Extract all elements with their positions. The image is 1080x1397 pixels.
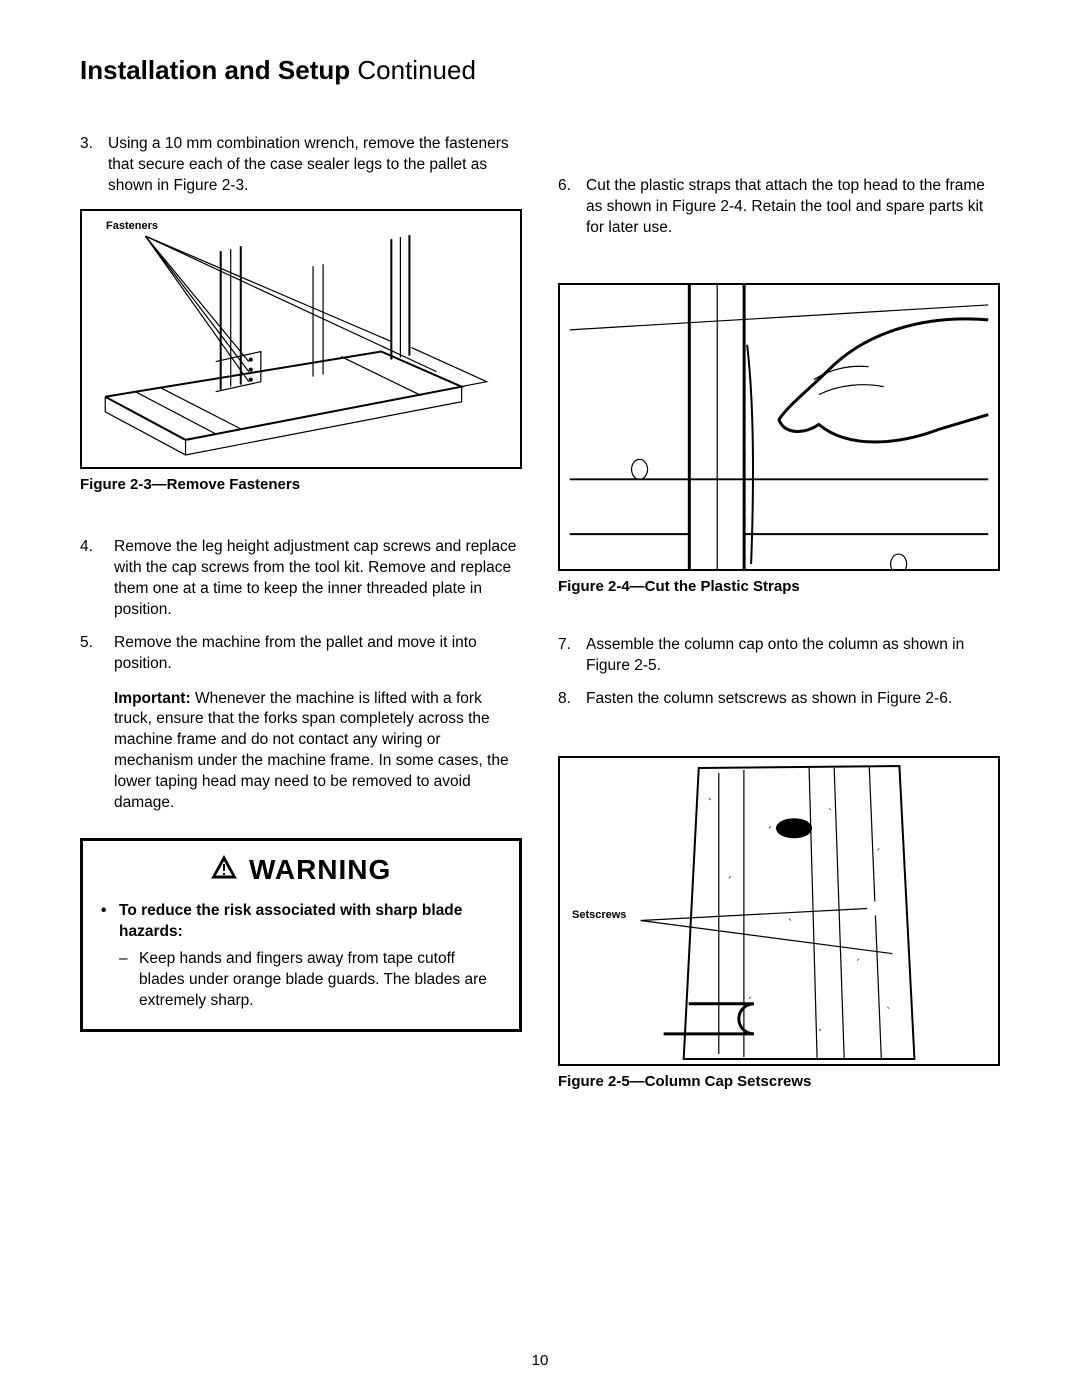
figure-2-5: Setscrews bbox=[558, 756, 1000, 1066]
warning-icon bbox=[211, 855, 237, 886]
figure-2-5-caption: Figure 2-5—Column Cap Setscrews bbox=[558, 1072, 1000, 1092]
page-heading: Installation and Setup Continued bbox=[80, 55, 1000, 86]
fig-2-4-svg bbox=[560, 285, 998, 569]
figure-2-3: Fasteners bbox=[80, 209, 522, 469]
step-text: Cut the plastic straps that attach the t… bbox=[586, 176, 1000, 239]
warning-body: • To reduce the risk associated with sha… bbox=[83, 897, 519, 1030]
important-note: Important: Whenever the machine is lifte… bbox=[114, 689, 522, 815]
page-number: 10 bbox=[0, 1352, 1080, 1369]
dash-icon: – bbox=[119, 949, 139, 1012]
two-column-layout: 3. Using a 10 mm combination wrench, rem… bbox=[80, 134, 1000, 1092]
step-num: 3. bbox=[80, 134, 108, 197]
figure-2-4-caption: Figure 2-4—Cut the Plastic Straps bbox=[558, 577, 1000, 597]
step-3: 3. Using a 10 mm combination wrench, rem… bbox=[80, 134, 522, 197]
bullet-icon: • bbox=[101, 901, 119, 943]
right-column: 6. Cut the plastic straps that attach th… bbox=[558, 134, 1000, 1092]
warning-dash-text: Keep hands and fingers away from tape cu… bbox=[139, 949, 501, 1012]
step-text: Assemble the column cap onto the column … bbox=[586, 635, 1000, 677]
figure-2-3-caption: Figure 2-3—Remove Fasteners bbox=[80, 475, 522, 495]
figure-label-setscrews: Setscrews bbox=[572, 908, 626, 923]
figure-label-fasteners: Fasteners bbox=[106, 219, 158, 234]
figure-2-4 bbox=[558, 283, 1000, 571]
step-5: 5. Remove the machine from the pallet an… bbox=[80, 633, 522, 814]
step-num: 6. bbox=[558, 176, 586, 239]
step-text: Remove the leg height adjustment cap scr… bbox=[114, 537, 522, 621]
left-column: 3. Using a 10 mm combination wrench, rem… bbox=[80, 134, 522, 1092]
step-body: Remove the machine from the pallet and m… bbox=[114, 633, 522, 814]
step-text: Fasten the column setscrews as shown in … bbox=[586, 689, 1000, 710]
step-4: 4. Remove the leg height adjustment cap … bbox=[80, 537, 522, 621]
warning-title: WARNING bbox=[249, 854, 391, 885]
fig-2-3-svg bbox=[82, 211, 520, 467]
step-text: Remove the machine from the pallet and m… bbox=[114, 633, 522, 675]
step-6: 6. Cut the plastic straps that attach th… bbox=[558, 176, 1000, 239]
step-8: 8. Fasten the column setscrews as shown … bbox=[558, 689, 1000, 710]
heading-main: Installation and Setup bbox=[80, 55, 350, 85]
step-text: Using a 10 mm combination wrench, remove… bbox=[108, 134, 522, 197]
heading-continued: Continued bbox=[357, 55, 476, 85]
step-num: 4. bbox=[80, 537, 114, 621]
warning-box: WARNING • To reduce the risk associated … bbox=[80, 838, 522, 1032]
step-num: 5. bbox=[80, 633, 114, 814]
warning-bullet-text: To reduce the risk associated with sharp… bbox=[119, 901, 501, 943]
important-text: Whenever the machine is lifted with a fo… bbox=[114, 690, 509, 812]
warning-header: WARNING bbox=[83, 841, 519, 897]
step-7: 7. Assemble the column cap onto the colu… bbox=[558, 635, 1000, 677]
step-num: 8. bbox=[558, 689, 586, 710]
manual-page: Installation and Setup Continued 3. Usin… bbox=[0, 0, 1080, 1397]
step-num: 7. bbox=[558, 635, 586, 677]
warning-dash-item: – Keep hands and fingers away from tape … bbox=[119, 949, 501, 1012]
warning-bullet: • To reduce the risk associated with sha… bbox=[101, 901, 501, 943]
important-lead: Important: bbox=[114, 690, 191, 707]
